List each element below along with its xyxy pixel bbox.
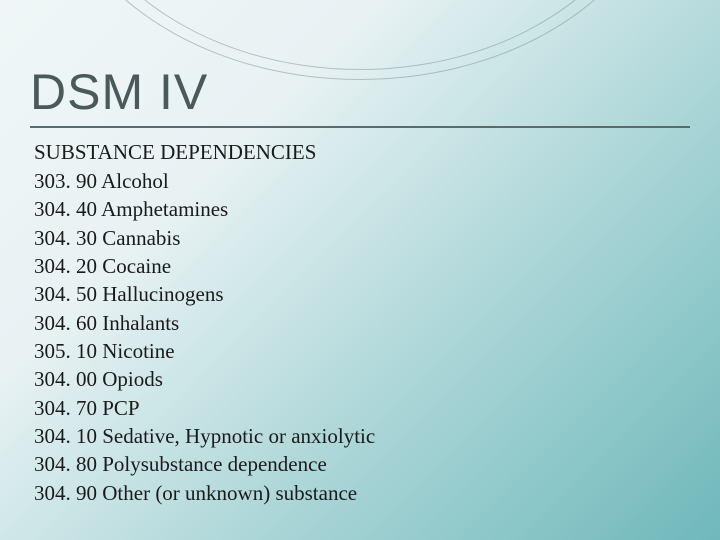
items-list: 303. 90 Alcohol304. 40 Amphetamines304. … [34, 167, 375, 507]
list-item: 304. 80 Polysubstance dependence [34, 450, 375, 478]
slide-title: DSM IV [30, 63, 208, 121]
list-item: 304. 30 Cannabis [34, 224, 375, 252]
item-code: 304. 40 [34, 197, 97, 221]
item-code: 304. 00 [34, 367, 97, 391]
list-item: 305. 10 Nicotine [34, 337, 375, 365]
section-header: SUBSTANCE DEPENDENCIES [34, 140, 375, 165]
item-code: 304. 20 [34, 254, 97, 278]
item-label: Cocaine [97, 254, 171, 278]
list-item: 304. 70 PCP [34, 394, 375, 422]
list-item: 304. 20 Cocaine [34, 252, 375, 280]
list-item: 304. 40 Amphetamines [34, 195, 375, 223]
list-item: 304. 60 Inhalants [34, 309, 375, 337]
title-underline [30, 126, 690, 128]
item-code: 304. 70 [34, 396, 97, 420]
item-label: Hallucinogens [97, 282, 224, 306]
item-label: Polysubstance dependence [97, 452, 327, 476]
item-label: PCP [97, 396, 140, 420]
item-code: 304. 50 [34, 282, 97, 306]
item-label: Amphetamines [97, 197, 228, 221]
item-code: 304. 30 [34, 226, 97, 250]
item-code: 304. 60 [34, 311, 97, 335]
slide-content: SUBSTANCE DEPENDENCIES 303. 90 Alcohol30… [34, 140, 375, 507]
item-code: 303. 90 [34, 169, 97, 193]
list-item: 304. 00 Opiods [34, 365, 375, 393]
item-label: Alcohol [97, 169, 169, 193]
item-label: Inhalants [97, 311, 179, 335]
item-code: 304. 80 [34, 452, 97, 476]
item-code: 305. 10 [34, 339, 97, 363]
item-code: 304. 90 [34, 481, 97, 505]
list-item: 303. 90 Alcohol [34, 167, 375, 195]
list-item: 304. 90 Other (or unknown) substance [34, 479, 375, 507]
item-code: 304. 10 [34, 424, 97, 448]
list-item: 304. 10 Sedative, Hypnotic or anxiolytic [34, 422, 375, 450]
item-label: Other (or unknown) substance [97, 481, 357, 505]
item-label: Sedative, Hypnotic or anxiolytic [97, 424, 375, 448]
item-label: Cannabis [97, 226, 180, 250]
list-item: 304. 50 Hallucinogens [34, 280, 375, 308]
item-label: Nicotine [97, 339, 175, 363]
item-label: Opiods [97, 367, 163, 391]
